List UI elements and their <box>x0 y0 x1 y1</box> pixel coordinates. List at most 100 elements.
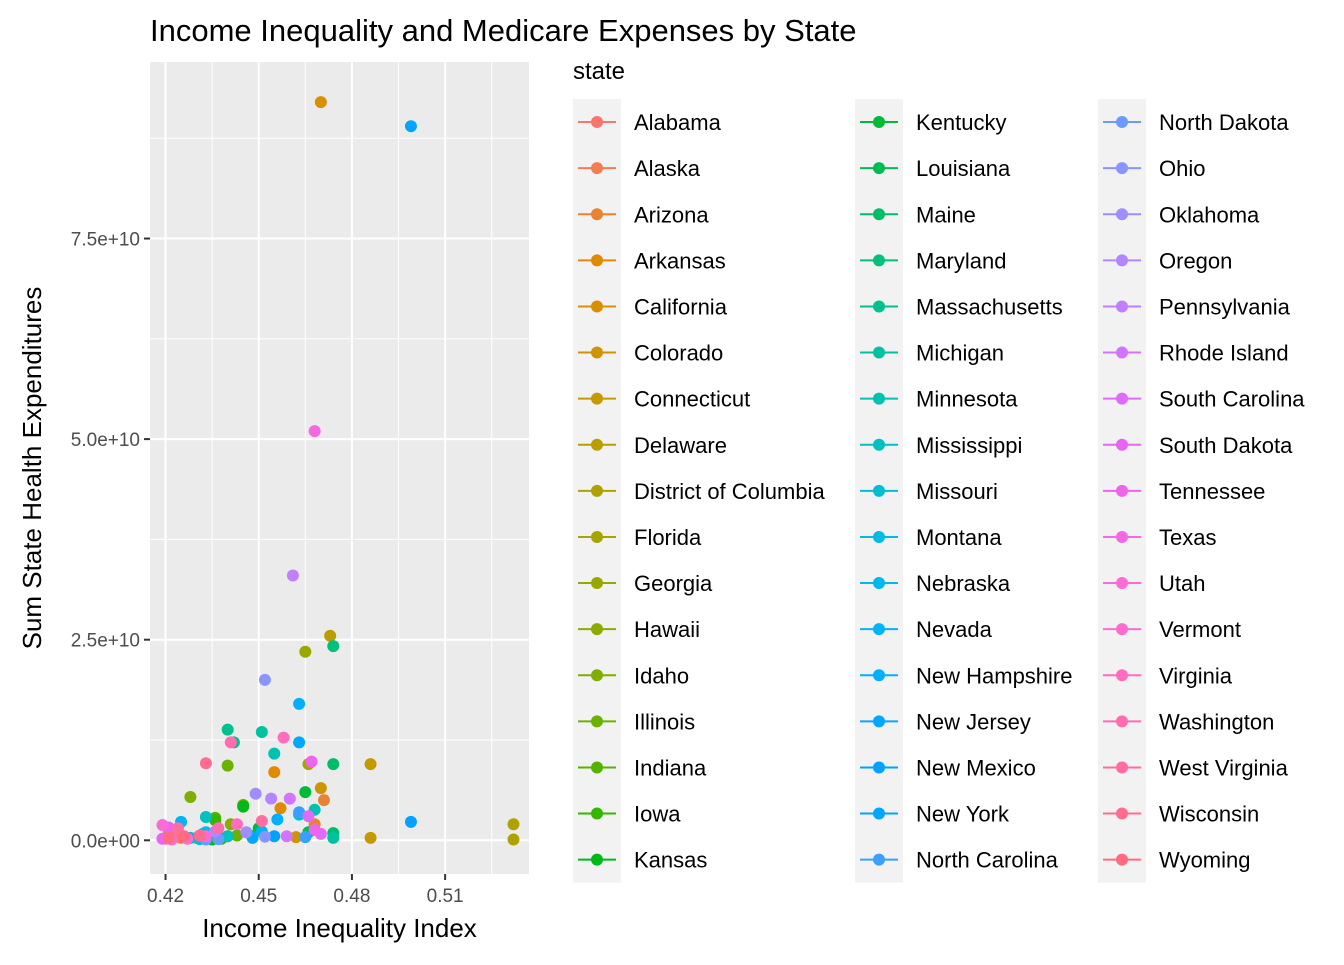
x-axis: 0.42 0.45 0.48 0.51 <box>147 874 464 907</box>
legend-key-point <box>591 484 603 497</box>
legend-key-point <box>591 715 603 728</box>
legend-key-point <box>591 853 603 866</box>
minor-gridlines <box>150 62 529 874</box>
data-point <box>305 755 318 768</box>
data-point <box>286 569 299 582</box>
legend-key-point <box>591 346 603 359</box>
data-point <box>293 697 306 710</box>
data-point <box>277 731 290 744</box>
data-point <box>324 629 337 642</box>
y-tick-label: 2.5e+10 <box>71 631 140 652</box>
data-point <box>265 792 278 805</box>
legend-label: Nevada <box>916 617 993 642</box>
data-point <box>293 806 306 819</box>
legend-key-point <box>873 761 885 774</box>
legend-label: Ohio <box>1159 156 1205 181</box>
legend-label: Illinois <box>634 709 695 734</box>
data-point <box>290 831 303 844</box>
data-point <box>156 819 169 832</box>
legend-key-point <box>1116 623 1128 636</box>
data-point <box>283 792 296 805</box>
legend-label: Vermont <box>1159 617 1241 642</box>
legend-key-point <box>1116 484 1128 497</box>
legend-label: New York <box>916 802 1010 827</box>
major-gridlines <box>150 62 529 874</box>
x-tick-label: 0.45 <box>240 886 277 907</box>
data-point <box>327 831 340 844</box>
y-tick-label: 7.5e+10 <box>71 230 140 251</box>
data-point <box>364 831 377 844</box>
legend-label: New Mexico <box>916 755 1036 780</box>
legend-key-point <box>873 669 885 682</box>
y-tick-label: 5.0e+10 <box>71 430 140 451</box>
legend-key-point <box>873 715 885 728</box>
legend-key-point <box>873 392 885 405</box>
y-axis-label: Sum State Health Expenditures <box>17 287 47 650</box>
plot-panel <box>150 62 529 874</box>
legend-key-point <box>591 807 603 820</box>
legend-key-point <box>591 116 603 129</box>
legend: Alabama Alaska Arizona Arkansas California Co… <box>573 99 1305 883</box>
legend-key-point <box>873 208 885 221</box>
legend-label: Alaska <box>634 156 701 181</box>
data-point <box>317 794 330 807</box>
legend-label: North Dakota <box>1159 110 1289 135</box>
legend-label: Missouri <box>916 479 998 504</box>
legend-label: New Jersey <box>916 709 1031 734</box>
data-point <box>162 831 175 844</box>
legend-label: Alabama <box>634 110 722 135</box>
legend-label: Arizona <box>634 202 709 227</box>
data-point <box>224 736 237 749</box>
legend-key-point <box>1116 162 1128 175</box>
legend-title: state <box>573 58 625 85</box>
data-point <box>184 790 197 803</box>
x-axis-label: Income Inequality Index <box>202 913 477 943</box>
data-point <box>299 786 312 799</box>
data-point <box>199 757 212 770</box>
legend-key-point <box>1116 254 1128 267</box>
data-point <box>280 830 293 843</box>
legend-key-point <box>873 577 885 590</box>
legend-label: Massachusetts <box>916 294 1063 319</box>
data-point <box>308 425 321 438</box>
legend-key-point <box>873 484 885 497</box>
data-point <box>221 759 234 772</box>
legend-key-point <box>1116 853 1128 866</box>
legend-key-point <box>873 623 885 636</box>
legend-label: Maine <box>916 202 976 227</box>
data-point <box>299 831 312 844</box>
data-point <box>404 120 417 133</box>
legend-label: District of Columbia <box>634 479 825 504</box>
legend-label: Nebraska <box>916 571 1011 596</box>
legend-label: New Hampshire <box>916 663 1073 688</box>
legend-label: Oregon <box>1159 248 1232 273</box>
legend-label: Iowa <box>634 802 681 827</box>
legend-key-point <box>1116 300 1128 313</box>
data-point <box>268 830 281 843</box>
legend-label: Connecticut <box>634 387 750 412</box>
data-point <box>404 815 417 828</box>
legend-key-point <box>873 438 885 451</box>
legend-label: Mississippi <box>916 433 1022 458</box>
legend-key-point <box>1116 807 1128 820</box>
legend-label: Arkansas <box>634 248 726 273</box>
legend-key-point <box>873 346 885 359</box>
data-point <box>308 823 321 836</box>
x-tick-label: 0.48 <box>333 886 370 907</box>
data-point <box>327 640 340 653</box>
y-axis: 0.0e+00 2.5e+10 5.0e+10 7.5e+10 <box>71 230 150 852</box>
legend-key-point <box>873 300 885 313</box>
legend-label: Washington <box>1159 709 1274 734</box>
legend-key-point <box>591 162 603 175</box>
legend-key-point <box>591 530 603 543</box>
data-point <box>221 830 234 843</box>
legend-label: Colorado <box>634 341 723 366</box>
legend-label: Hawaii <box>634 617 700 642</box>
legend-key-point <box>591 761 603 774</box>
data-point <box>314 782 327 795</box>
data-point <box>268 747 281 760</box>
legend-label: Pennsylvania <box>1159 294 1291 319</box>
legend-label: Virginia <box>1159 663 1233 688</box>
data-points <box>156 96 520 846</box>
